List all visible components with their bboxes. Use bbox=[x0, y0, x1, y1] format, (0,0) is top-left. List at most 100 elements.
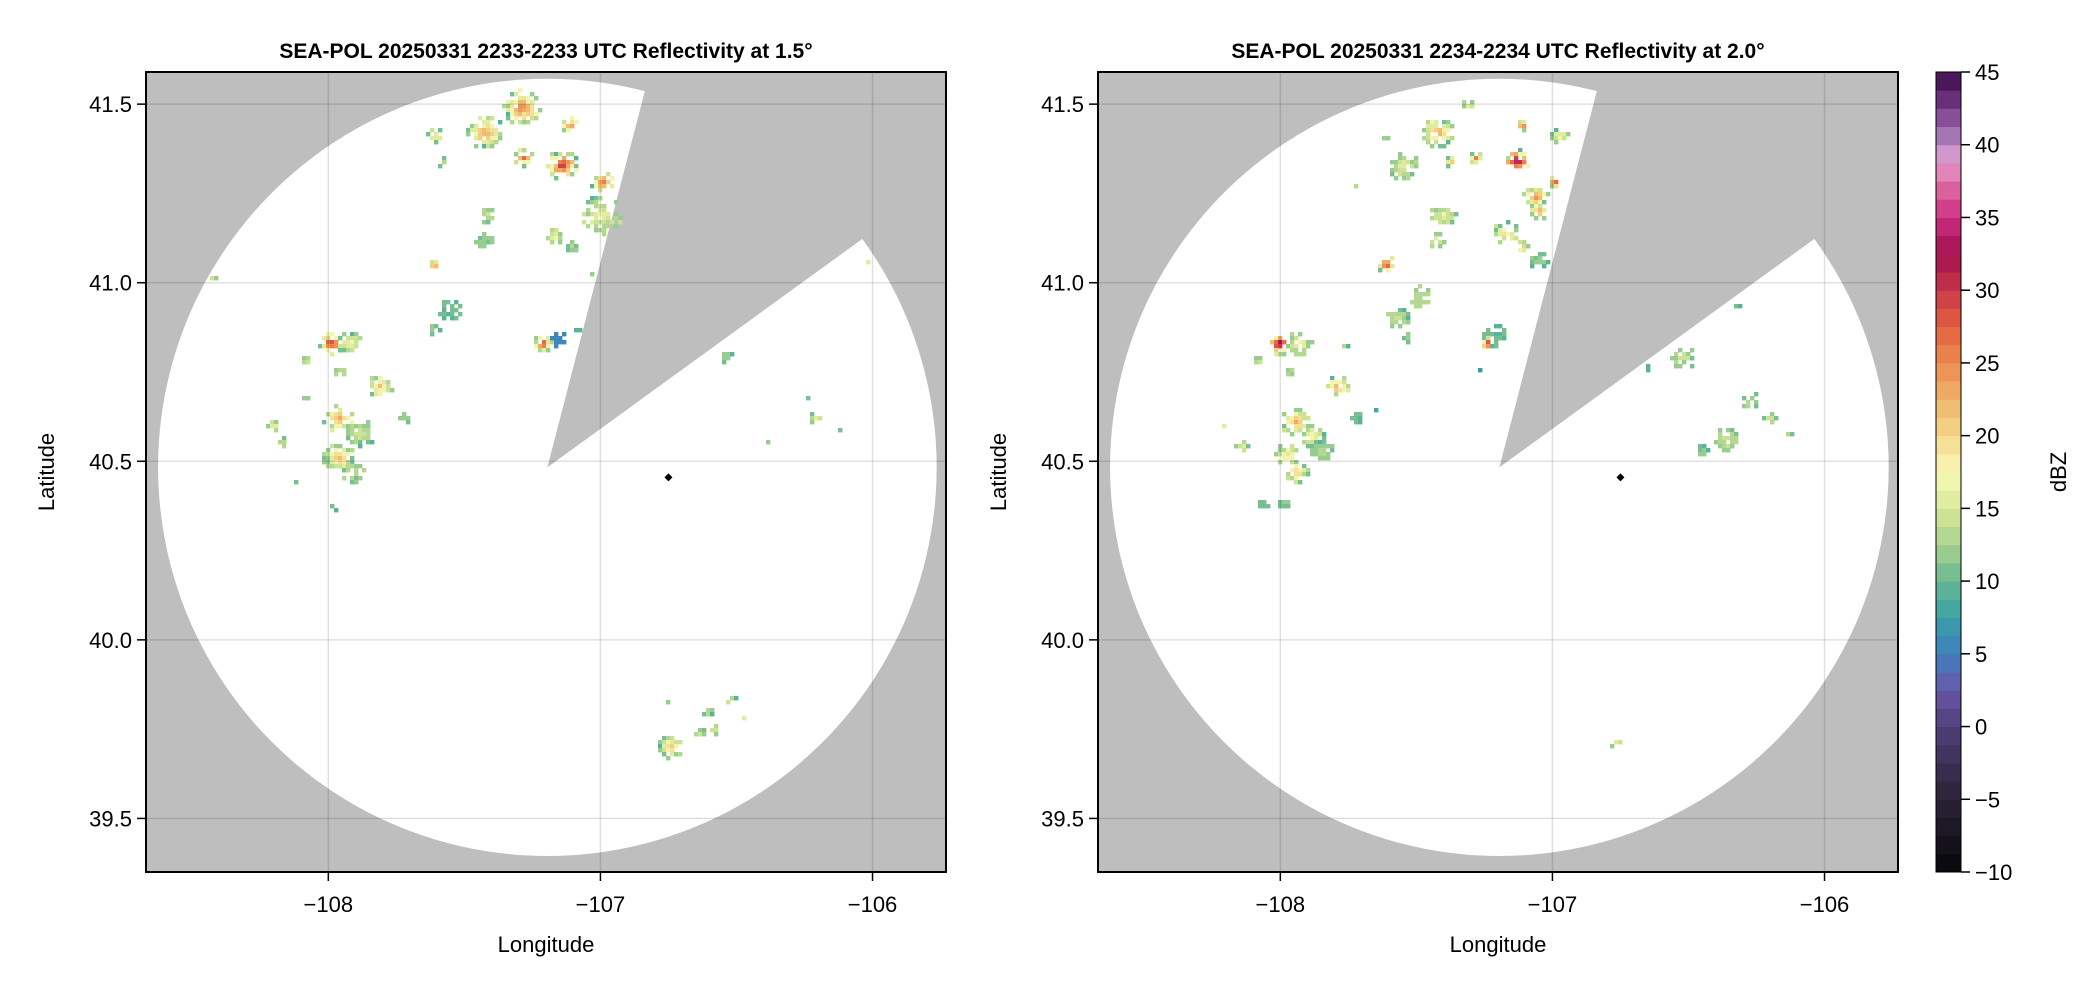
echo-cell bbox=[1294, 464, 1299, 469]
echo-cell bbox=[490, 208, 495, 213]
echo-cell bbox=[1474, 160, 1479, 165]
echo-cell bbox=[438, 312, 443, 317]
echo-cell bbox=[570, 120, 575, 125]
echo-cell bbox=[338, 348, 343, 353]
echo-cell bbox=[490, 140, 495, 145]
echo-cell bbox=[478, 116, 483, 121]
echo-cell bbox=[1314, 436, 1319, 441]
echo-cell bbox=[1526, 188, 1531, 193]
echo-cell bbox=[1546, 192, 1551, 197]
echo-cell bbox=[1462, 100, 1467, 105]
echo-cell bbox=[666, 756, 671, 761]
echo-cell bbox=[338, 464, 343, 469]
echo-cell bbox=[282, 444, 287, 449]
colorbar-bin bbox=[1936, 399, 1961, 418]
echo-cell bbox=[598, 204, 603, 209]
echo-cell bbox=[1446, 128, 1451, 133]
echo-cell bbox=[438, 136, 443, 141]
echo-cell bbox=[1398, 168, 1403, 173]
echo-cluster bbox=[502, 92, 543, 125]
echo-cell bbox=[270, 424, 275, 429]
echo-cell bbox=[614, 216, 619, 221]
echo-cell bbox=[1482, 344, 1487, 349]
echo-cell bbox=[1722, 444, 1727, 449]
echo-cell bbox=[570, 244, 575, 249]
echo-cell bbox=[438, 164, 443, 169]
echo-cell bbox=[1330, 376, 1335, 381]
echo-cell bbox=[430, 260, 435, 265]
echo-cell bbox=[550, 156, 555, 161]
echo-cell bbox=[274, 420, 279, 425]
echo-cell bbox=[486, 136, 491, 141]
echo-cell bbox=[1610, 744, 1615, 749]
echo-cell bbox=[1390, 324, 1395, 329]
radar-location-marker bbox=[1616, 473, 1625, 482]
echo-cell bbox=[1234, 444, 1239, 449]
echo-cell bbox=[590, 184, 595, 189]
echo-cell bbox=[1502, 332, 1507, 337]
echo-cell bbox=[346, 424, 351, 429]
echo-cell bbox=[350, 476, 355, 481]
echo-cell bbox=[1330, 444, 1335, 449]
echo-cell bbox=[1286, 368, 1291, 373]
echo-cell bbox=[714, 728, 719, 733]
echo-cell bbox=[350, 336, 355, 341]
echo-cell bbox=[474, 128, 479, 133]
echo-cell bbox=[506, 100, 511, 105]
echo-cell bbox=[1746, 404, 1751, 409]
echo-cell bbox=[354, 476, 359, 481]
echo-cluster bbox=[1410, 284, 1431, 309]
echo-cell bbox=[1414, 160, 1419, 165]
colorbar-bin bbox=[1936, 581, 1961, 600]
echo-cell bbox=[1298, 412, 1303, 417]
echo-cell bbox=[602, 208, 607, 213]
echo-cell bbox=[526, 108, 531, 113]
echo-cell bbox=[1318, 448, 1323, 453]
echo-cell bbox=[1378, 268, 1383, 273]
echo-cell bbox=[1538, 196, 1543, 201]
echo-cell bbox=[514, 108, 519, 113]
echo-cluster bbox=[1282, 408, 1311, 437]
echo-cell bbox=[522, 160, 527, 165]
echo-cell bbox=[670, 752, 675, 757]
echo-cell bbox=[430, 328, 435, 333]
echo-cell bbox=[1534, 256, 1539, 261]
echo-cell bbox=[518, 104, 523, 109]
echo-cell bbox=[606, 172, 611, 177]
echo-cell bbox=[1242, 440, 1247, 445]
echo-cell bbox=[590, 196, 595, 201]
echo-cell bbox=[1398, 308, 1403, 313]
echo-cell bbox=[1766, 416, 1771, 421]
echo-cell bbox=[1506, 220, 1511, 225]
echo-cell bbox=[1426, 136, 1431, 141]
echo-cell bbox=[1442, 216, 1447, 221]
echo-cell bbox=[1438, 232, 1443, 237]
echo-cell bbox=[1446, 156, 1451, 161]
echo-cell bbox=[1314, 432, 1319, 437]
echo-cell bbox=[554, 340, 559, 345]
echo-cell bbox=[1286, 344, 1291, 349]
colorbar-bin bbox=[1936, 635, 1961, 655]
echo-cell bbox=[1322, 456, 1327, 461]
echo-cell bbox=[1426, 128, 1431, 133]
echo-cell bbox=[554, 344, 559, 349]
echo-cell bbox=[518, 108, 523, 113]
echo-cell bbox=[506, 108, 511, 113]
echo-cell bbox=[1306, 416, 1311, 421]
echo-cluster bbox=[726, 696, 739, 705]
x-axis-label: Longitude bbox=[498, 932, 595, 957]
echo-cell bbox=[1390, 320, 1395, 325]
echo-cell bbox=[590, 272, 595, 277]
echo-cluster bbox=[838, 428, 843, 433]
colorbar-bin bbox=[1936, 272, 1961, 291]
echo-cell bbox=[482, 132, 487, 137]
colorbar-bin bbox=[1936, 381, 1961, 400]
echo-cell bbox=[1718, 444, 1723, 449]
echo-cell bbox=[666, 748, 671, 753]
echo-cell bbox=[710, 708, 715, 713]
echo-cell bbox=[554, 176, 559, 181]
echo-cell bbox=[454, 308, 459, 313]
echo-cell bbox=[1542, 260, 1547, 265]
echo-cluster bbox=[1382, 136, 1391, 141]
echo-cell bbox=[1510, 236, 1515, 241]
